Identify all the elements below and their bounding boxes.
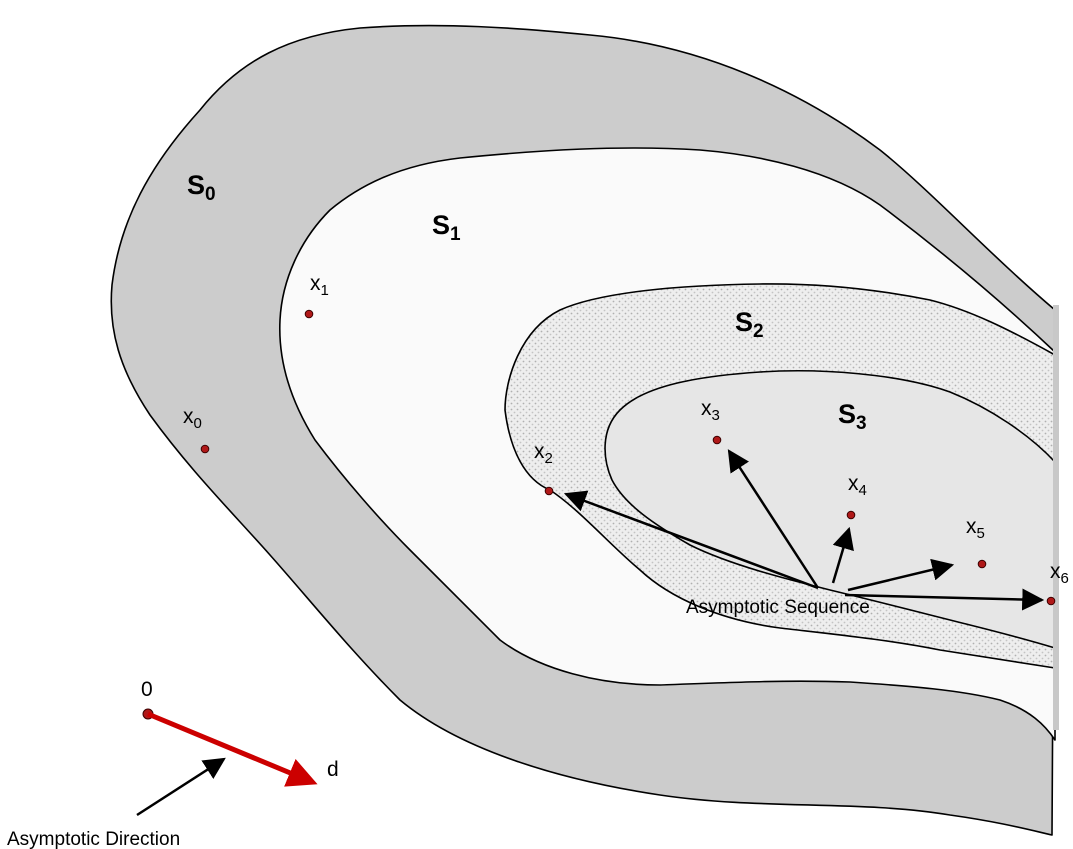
point-label-x0: x0: [183, 405, 202, 432]
arrow-to-x4: [831, 526, 854, 584]
point-label-x1: x1: [310, 272, 329, 299]
point-label-x4: x4: [848, 472, 867, 499]
direction-pointer-arrow: [136, 757, 226, 817]
origin-label: 0: [141, 678, 153, 701]
arrow-to-x3: [727, 449, 820, 589]
point-x4: [846, 510, 856, 520]
direction-arrow: [147, 711, 318, 787]
sequence-caption: Asymptotic Sequence: [686, 597, 870, 618]
region-label-s1: S1: [432, 210, 461, 245]
sequence-arrows: [563, 449, 1045, 611]
point-x0: [200, 444, 210, 454]
point-label-x3: x3: [701, 397, 720, 424]
point-label-x6: x6: [1050, 560, 1069, 587]
arrow-to-x5: [847, 558, 955, 592]
direction-caption: Asymptotic Direction: [7, 829, 180, 849]
region-label-s2: S2: [735, 307, 764, 342]
region-label-s0: S0: [187, 170, 216, 205]
region-label-s3: S3: [838, 399, 867, 434]
arrow-to-x2: [563, 490, 819, 590]
arrow-to-x6: [844, 588, 1045, 611]
point-x2: [544, 486, 554, 496]
point-x5: [977, 559, 987, 569]
right-edge-band: [1053, 305, 1059, 730]
point-label-x5: x5: [966, 515, 985, 542]
point-label-x2: x2: [534, 440, 553, 467]
point-x6: [1046, 596, 1056, 606]
direction-label: d: [327, 758, 339, 781]
point-x1: [304, 309, 314, 319]
point-x3: [712, 435, 722, 445]
